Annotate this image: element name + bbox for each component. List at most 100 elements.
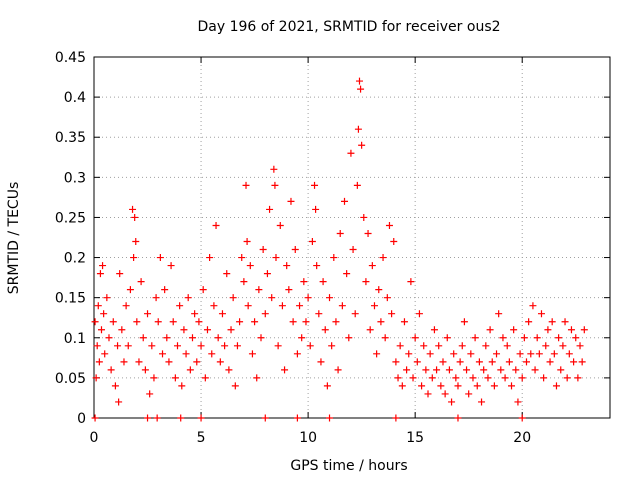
gap-marker-point bbox=[153, 414, 161, 422]
data-point bbox=[334, 366, 342, 374]
data-point bbox=[95, 358, 103, 366]
data-point bbox=[259, 246, 267, 254]
data-point bbox=[495, 310, 503, 318]
data-point bbox=[148, 342, 156, 350]
data-point bbox=[473, 382, 481, 390]
data-point bbox=[240, 278, 248, 286]
data-point bbox=[557, 366, 565, 374]
data-point bbox=[133, 318, 141, 326]
data-point bbox=[268, 294, 276, 302]
data-point bbox=[520, 334, 528, 342]
data-point bbox=[407, 278, 415, 286]
data-point bbox=[139, 334, 147, 342]
data-point bbox=[345, 334, 353, 342]
data-point bbox=[341, 197, 349, 205]
data-point bbox=[420, 342, 428, 350]
data-point bbox=[321, 326, 329, 334]
data-point bbox=[448, 398, 456, 406]
data-point bbox=[243, 238, 251, 246]
data-point bbox=[375, 286, 383, 294]
data-point bbox=[244, 302, 252, 310]
data-point bbox=[336, 229, 344, 237]
data-point bbox=[561, 318, 569, 326]
data-point bbox=[152, 294, 160, 302]
data-point bbox=[357, 85, 365, 93]
data-points bbox=[91, 77, 588, 422]
data-point bbox=[570, 358, 578, 366]
data-point bbox=[195, 318, 203, 326]
data-point bbox=[546, 358, 554, 366]
data-point bbox=[578, 358, 586, 366]
data-point bbox=[370, 302, 378, 310]
data-point bbox=[441, 390, 449, 398]
data-point bbox=[323, 382, 331, 390]
chart-title: Day 196 of 2021, SRMTID for receiver ous… bbox=[197, 19, 500, 35]
data-point bbox=[302, 318, 310, 326]
data-point bbox=[242, 181, 250, 189]
data-point bbox=[430, 326, 438, 334]
data-point bbox=[304, 294, 312, 302]
data-point bbox=[326, 294, 334, 302]
x-tick-label: 20 bbox=[513, 430, 531, 446]
data-point bbox=[358, 141, 366, 149]
data-point bbox=[413, 358, 421, 366]
data-point bbox=[439, 358, 447, 366]
data-point bbox=[298, 334, 306, 342]
y-tick-label: 0.05 bbox=[55, 371, 86, 387]
data-point bbox=[522, 358, 530, 366]
data-point bbox=[572, 334, 580, 342]
data-point bbox=[107, 366, 115, 374]
data-point bbox=[548, 318, 556, 326]
data-point bbox=[180, 326, 188, 334]
data-point bbox=[463, 366, 471, 374]
y-tick-label: 0.35 bbox=[55, 130, 86, 146]
data-point bbox=[201, 374, 209, 382]
y-tick-label: 0.1 bbox=[64, 331, 86, 347]
data-point bbox=[154, 318, 162, 326]
data-point bbox=[274, 342, 282, 350]
data-point bbox=[368, 262, 376, 270]
data-point bbox=[137, 278, 145, 286]
data-point bbox=[383, 294, 391, 302]
gap-marker-point bbox=[197, 414, 205, 422]
data-point bbox=[422, 366, 430, 374]
y-axis-label: SRMTID / TECUs bbox=[6, 182, 22, 295]
data-point bbox=[248, 350, 256, 358]
data-point bbox=[433, 366, 441, 374]
data-point bbox=[400, 318, 408, 326]
data-point bbox=[150, 374, 158, 382]
data-point bbox=[392, 358, 400, 366]
data-point bbox=[97, 326, 105, 334]
y-tick-label: 0.25 bbox=[55, 210, 86, 226]
data-point bbox=[347, 149, 355, 157]
data-point bbox=[306, 342, 314, 350]
data-point bbox=[565, 350, 573, 358]
data-point bbox=[216, 358, 224, 366]
data-point bbox=[450, 350, 458, 358]
gap-marker-point bbox=[326, 414, 334, 422]
data-point bbox=[253, 374, 261, 382]
x-tick-label: 15 bbox=[406, 430, 424, 446]
data-point bbox=[415, 310, 423, 318]
data-point bbox=[411, 334, 419, 342]
data-point bbox=[101, 350, 109, 358]
data-point bbox=[208, 350, 216, 358]
axis-ticks: 0 0.05 0.1 0.15 0.2 0.25 0.3 0.35 0.4 0.45 0 5 10 15 2… bbox=[55, 50, 610, 446]
y-tick-label: 0.4 bbox=[64, 90, 86, 106]
data-point bbox=[493, 350, 501, 358]
data-point bbox=[418, 382, 426, 390]
data-point bbox=[525, 318, 533, 326]
data-point bbox=[398, 382, 406, 390]
data-point bbox=[499, 334, 507, 342]
data-point bbox=[456, 358, 464, 366]
data-point bbox=[471, 334, 479, 342]
data-point bbox=[169, 318, 177, 326]
data-point bbox=[394, 374, 402, 382]
data-point bbox=[452, 374, 460, 382]
data-point bbox=[574, 374, 582, 382]
data-point bbox=[362, 278, 370, 286]
data-point bbox=[332, 318, 340, 326]
data-point bbox=[518, 374, 526, 382]
data-point bbox=[469, 374, 477, 382]
data-point bbox=[510, 326, 518, 334]
